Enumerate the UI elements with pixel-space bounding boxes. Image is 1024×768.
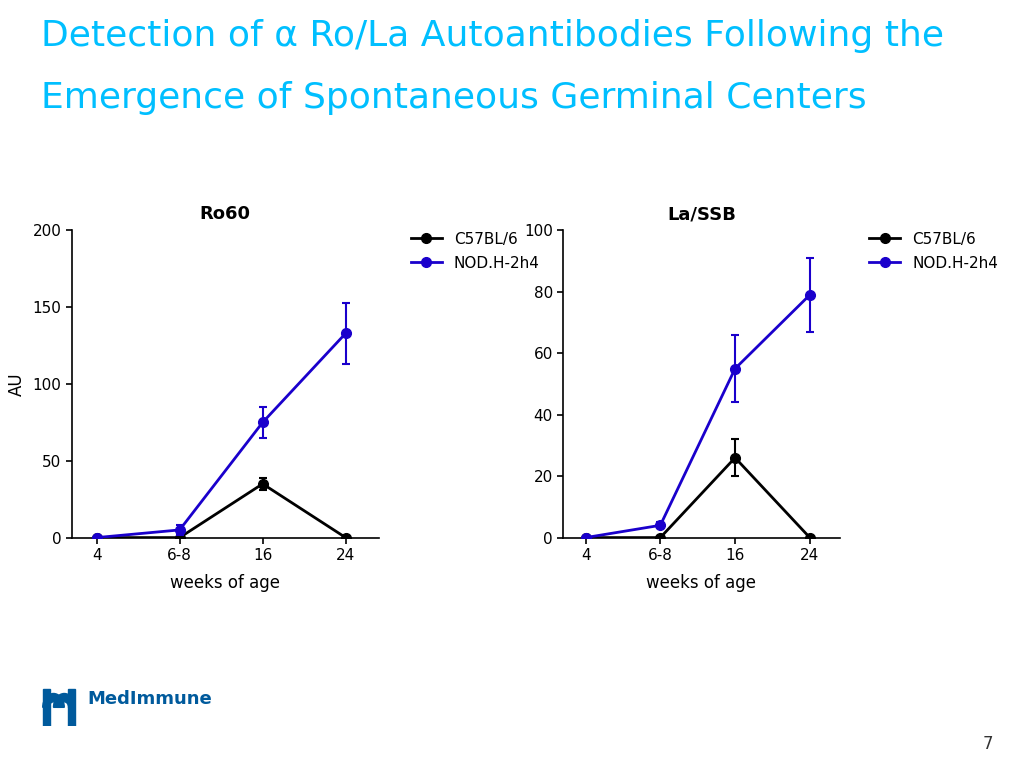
Wedge shape	[53, 694, 75, 707]
Bar	[43, 689, 50, 726]
Title: Ro60: Ro60	[200, 205, 251, 223]
Text: MedImmune: MedImmune	[87, 690, 212, 708]
Wedge shape	[43, 694, 65, 707]
Legend: C57BL/6, NOD.H-2h4: C57BL/6, NOD.H-2h4	[869, 232, 998, 271]
Text: 7: 7	[983, 735, 993, 753]
Text: Emergence of Spontaneous Germinal Centers: Emergence of Spontaneous Germinal Center…	[41, 81, 866, 114]
X-axis label: weeks of age: weeks of age	[646, 574, 757, 592]
Legend: C57BL/6, NOD.H-2h4: C57BL/6, NOD.H-2h4	[411, 232, 540, 271]
Title: La/SSB: La/SSB	[667, 205, 736, 223]
Text: Detection of α Ro/La Autoantibodies Following the: Detection of α Ro/La Autoantibodies Foll…	[41, 19, 944, 53]
X-axis label: weeks of age: weeks of age	[170, 574, 281, 592]
Bar	[68, 689, 75, 726]
Y-axis label: AU: AU	[7, 372, 26, 396]
